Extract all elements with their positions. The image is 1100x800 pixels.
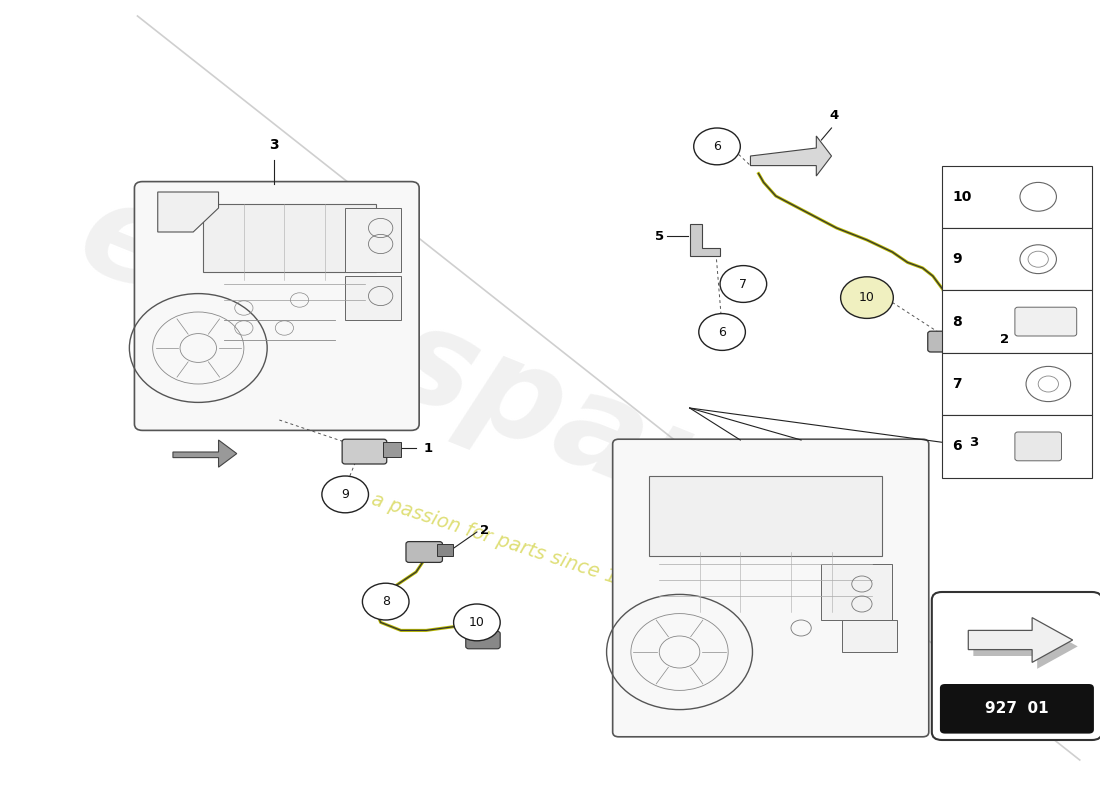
Text: 927  01: 927 01 (986, 702, 1048, 716)
Circle shape (698, 314, 746, 350)
FancyBboxPatch shape (134, 182, 419, 430)
Polygon shape (750, 136, 832, 176)
Bar (942, 290, 1092, 353)
Circle shape (720, 266, 767, 302)
Text: 9: 9 (341, 488, 349, 501)
Circle shape (453, 604, 500, 641)
Polygon shape (173, 440, 236, 467)
Bar (942, 228, 1092, 290)
Bar (345, 276, 400, 320)
Circle shape (694, 128, 740, 165)
Text: 8: 8 (953, 314, 961, 329)
Circle shape (362, 583, 409, 620)
FancyBboxPatch shape (927, 331, 965, 352)
FancyBboxPatch shape (465, 631, 501, 649)
Text: 10: 10 (469, 616, 485, 629)
Polygon shape (157, 192, 219, 232)
Text: 2: 2 (1000, 333, 1009, 346)
Text: 9: 9 (953, 252, 961, 266)
Text: 6: 6 (713, 140, 721, 153)
Circle shape (322, 476, 368, 513)
Polygon shape (974, 624, 1078, 669)
FancyBboxPatch shape (932, 592, 1100, 740)
Circle shape (840, 277, 893, 318)
Text: 6: 6 (718, 326, 726, 338)
Text: 6: 6 (953, 439, 961, 454)
FancyBboxPatch shape (939, 684, 1093, 734)
Bar (942, 415, 1092, 478)
Text: 10: 10 (953, 190, 971, 204)
Text: 3: 3 (270, 138, 279, 152)
Polygon shape (690, 224, 721, 256)
Text: 3: 3 (969, 436, 979, 449)
Bar (204, 204, 375, 272)
Text: 1: 1 (424, 442, 432, 454)
FancyBboxPatch shape (613, 439, 928, 737)
Bar (842, 620, 898, 652)
Bar (649, 476, 882, 556)
FancyBboxPatch shape (406, 542, 442, 562)
Bar (942, 353, 1092, 415)
FancyBboxPatch shape (1015, 307, 1077, 336)
FancyBboxPatch shape (342, 439, 387, 464)
Text: 4: 4 (829, 110, 839, 122)
Bar (942, 166, 1092, 228)
Text: 7: 7 (953, 377, 961, 391)
Polygon shape (968, 618, 1072, 662)
FancyBboxPatch shape (1015, 432, 1062, 461)
Text: 8: 8 (382, 595, 389, 608)
Bar (345, 208, 400, 272)
Bar (959, 334, 975, 346)
Text: 10: 10 (859, 291, 874, 304)
Text: 7: 7 (739, 278, 747, 290)
Text: 2: 2 (480, 524, 490, 537)
Bar (383, 442, 400, 457)
Text: eurospares: eurospares (62, 169, 882, 599)
Bar (822, 564, 892, 620)
Text: 5: 5 (656, 230, 664, 242)
Text: a passion for parts since 1985: a passion for parts since 1985 (370, 490, 656, 598)
Bar (438, 544, 452, 556)
